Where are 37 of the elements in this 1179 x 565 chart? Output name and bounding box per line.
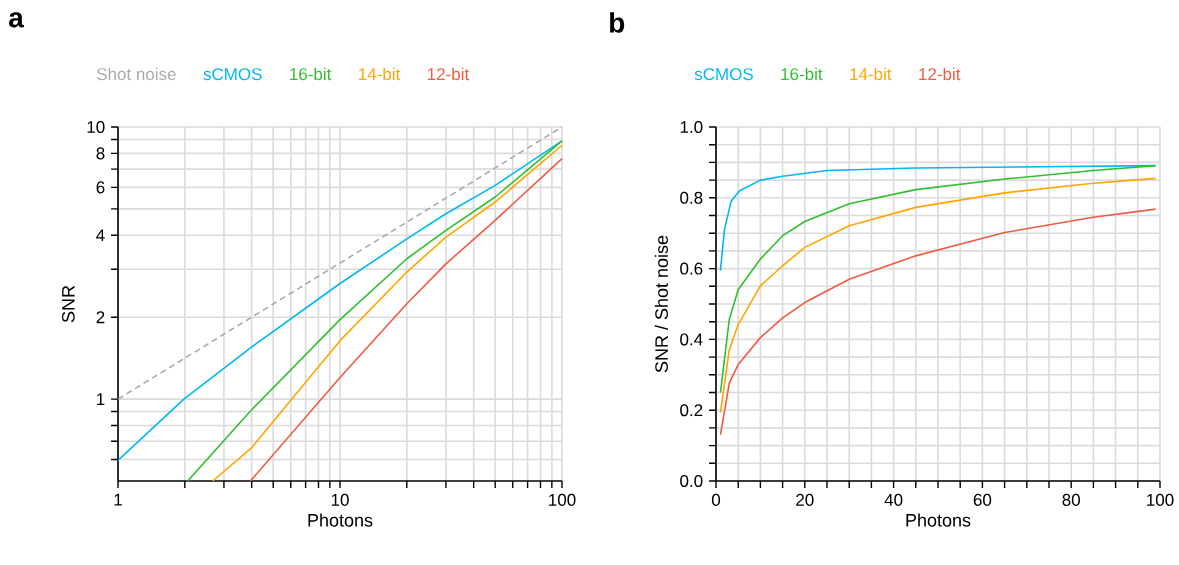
y-tick-label: 10 (87, 120, 105, 134)
x-tick-label: 20 (796, 493, 814, 506)
x-tick-label: 100 (1147, 493, 1174, 506)
text: b (610, 12, 625, 33)
y-tick-label: 0.6 (680, 262, 703, 275)
text: 16-bit (290, 67, 332, 81)
y-axis-title: SNR / Shot noise (654, 235, 668, 373)
text: 12-bit (919, 67, 961, 81)
y-tick-label: 6 (96, 181, 105, 194)
y-tick-label: 0.4 (680, 333, 703, 346)
x-axis-title: Photons (906, 513, 971, 527)
y-tick-label: 1 (97, 393, 105, 405)
y-tick-label: 2 (96, 311, 105, 324)
x-tick-label: 10 (331, 493, 349, 506)
text: 16-bit (781, 67, 823, 81)
x-tick-label: 40 (884, 493, 903, 506)
text: 14-bit (850, 67, 892, 81)
text: 14-bit (359, 67, 401, 81)
y-axis-title: SNR (61, 285, 75, 323)
x-tick-label: 80 (1062, 493, 1080, 506)
y-tick-label: 0.0 (680, 474, 703, 488)
x-tick-label: 1 (114, 493, 122, 506)
text: Shot noise (96, 67, 176, 81)
text: sCMOS (694, 68, 753, 81)
y-tick-label: 4 (96, 229, 105, 242)
y-tick-label: 0.2 (680, 404, 703, 417)
x-tick-label: 60 (973, 493, 992, 506)
line-series (719, 208, 1157, 436)
x-axis-title: Photons (308, 513, 373, 527)
x-tick-label: 0 (711, 493, 721, 506)
text: a (9, 12, 24, 28)
y-tick-label: 0.8 (680, 191, 703, 204)
x-tick-label: 100 (549, 493, 576, 506)
text: sCMOS (203, 68, 262, 81)
y-tick-label: 8 (96, 147, 105, 160)
text: 12-bit (427, 67, 470, 81)
y-tick-label: 1.0 (680, 120, 703, 134)
